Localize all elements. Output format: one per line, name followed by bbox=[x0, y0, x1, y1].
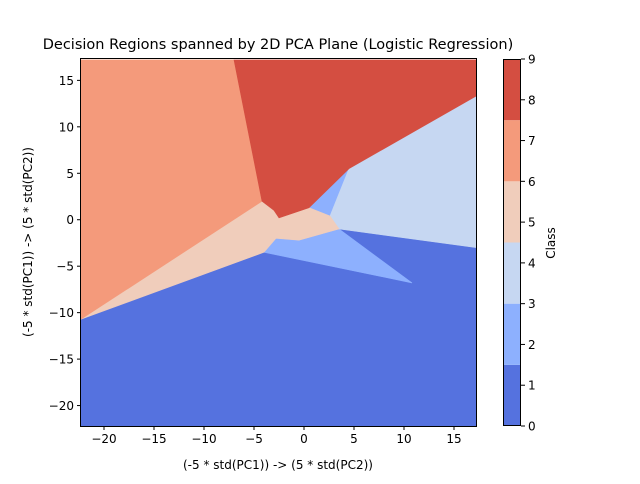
colorbar: 0 1 2 3 4 5 6 7 8 9 bbox=[503, 53, 536, 434]
y-tick-label: 10 bbox=[59, 120, 74, 134]
colorbar-label: Class bbox=[544, 227, 558, 259]
colorbar-band bbox=[503, 303, 521, 365]
region-class-8-6 bbox=[233, 59, 476, 219]
colorbar-band bbox=[503, 120, 521, 182]
chart-title: Decision Regions spanned by 2D PCA Plane… bbox=[43, 37, 513, 53]
x-tick-label: −5 bbox=[245, 432, 263, 446]
colorbar-tick-label: 7 bbox=[528, 134, 536, 148]
y-tick-label: −10 bbox=[49, 306, 74, 320]
x-axis-label: (-5 * std(PC1)) -> (5 * std(PC2)) bbox=[183, 458, 373, 472]
plot-frame bbox=[80, 58, 477, 427]
y-tick-label: 0 bbox=[66, 213, 74, 227]
colorbar-tick-label: 0 bbox=[528, 420, 536, 434]
colorbar-frame bbox=[503, 59, 521, 426]
x-tick-label: −20 bbox=[91, 432, 116, 446]
colorbar-tick-label: 3 bbox=[528, 297, 536, 311]
colorbar-tick-label: 1 bbox=[528, 379, 536, 393]
colorbar-tick-label: 9 bbox=[528, 53, 536, 67]
colorbar-band bbox=[503, 242, 521, 304]
y-tick-label: −20 bbox=[49, 399, 74, 413]
colorbar-tick-label: 4 bbox=[528, 256, 536, 270]
colorbar-tick-label: 8 bbox=[528, 93, 536, 107]
colorbar-tick-label: 5 bbox=[528, 216, 536, 230]
x-tick-label: 10 bbox=[396, 432, 411, 446]
decision-regions bbox=[81, 59, 476, 426]
x-tick-label: −10 bbox=[191, 432, 216, 446]
x-tick-label: 15 bbox=[446, 432, 461, 446]
colorbar-tick-label: 6 bbox=[528, 175, 536, 189]
x-tick-label: −15 bbox=[141, 432, 166, 446]
y-tick-label: −15 bbox=[49, 353, 74, 367]
y-axis-label: (-5 * std(PC1)) -> (5 * std(PC2)) bbox=[21, 147, 35, 337]
colorbar-band bbox=[503, 181, 521, 243]
colorbar-tick-label: 2 bbox=[528, 338, 536, 352]
colorbar-band bbox=[503, 59, 521, 121]
x-tick-label: 0 bbox=[300, 432, 308, 446]
y-tick-label: 15 bbox=[59, 74, 74, 88]
x-axis-ticks: −20 −15 −10 −5 0 5 10 15 bbox=[91, 426, 462, 446]
y-tick-label: 5 bbox=[66, 167, 74, 181]
y-axis-ticks: −20 −15 −10 −5 0 5 10 15 bbox=[49, 74, 81, 413]
colorbar-band bbox=[503, 364, 521, 426]
x-tick-label: 5 bbox=[350, 432, 358, 446]
y-tick-label: −5 bbox=[56, 260, 74, 274]
